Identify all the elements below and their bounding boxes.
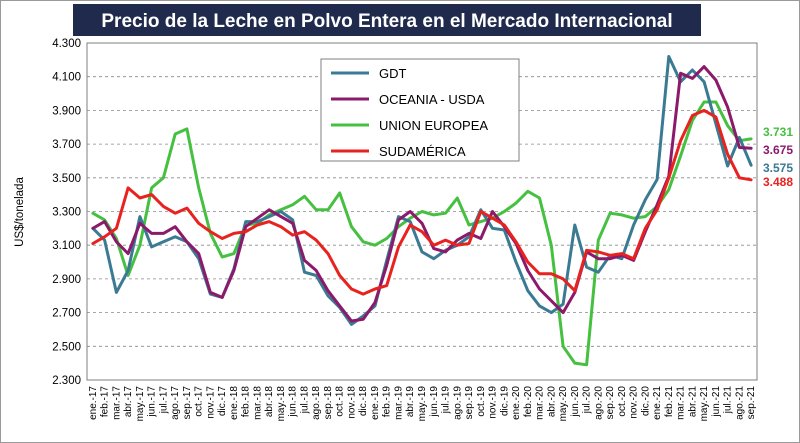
legend-entry: UNION EUROPEA <box>379 118 488 133</box>
x-tick-label: abr.-19 <box>405 386 416 418</box>
x-tick-label: sep.-21 <box>746 386 757 420</box>
x-tick-label: ago.-21 <box>734 386 745 420</box>
x-tick-label: may.-21 <box>699 386 710 422</box>
legend: GDT OCEANIA - USDA UNION EUROPEA SUDAMÉRICA <box>320 58 520 162</box>
x-tick-label: abr.-18 <box>264 386 275 418</box>
x-tick-label: feb.-21 <box>664 386 675 418</box>
x-tick-label: feb.-19 <box>382 386 393 418</box>
legend-entry: GDT <box>379 66 407 81</box>
x-tick-label: oct.-17 <box>194 386 205 417</box>
x-tick-label: dic.-19 <box>499 386 510 416</box>
x-tick-label: jul.-17 <box>158 386 169 415</box>
x-tick-label: mar.-20 <box>535 386 546 420</box>
end-value-label: 3.675 <box>763 143 793 157</box>
legend-box <box>320 58 520 162</box>
series-line-union-europea <box>91 100 753 367</box>
x-tick-label: mar.-17 <box>111 386 122 420</box>
x-tick-label: jun.-19 <box>429 386 440 418</box>
x-tick-labels: ene.-17 feb.-17 mar.-17 abr.-17 may.-17 jun.-… <box>88 386 757 422</box>
x-tick-label: mar.-21 <box>676 386 687 420</box>
x-tick-label: mar.-18 <box>252 386 263 420</box>
x-tick-label: jun.-21 <box>711 386 722 418</box>
x-tick-label: nov.-20 <box>629 386 640 419</box>
y-tick-label: 4.300 <box>52 38 81 50</box>
x-tick-label: jul.-21 <box>723 386 734 415</box>
x-tick-label: oct.-18 <box>335 386 346 417</box>
x-tick-label: feb.-20 <box>523 386 534 418</box>
end-value-label: 3.488 <box>763 175 793 189</box>
x-tick-label: feb.-17 <box>100 386 111 418</box>
x-tick-label: sep.-18 <box>323 386 334 420</box>
y-tick-label: 3.300 <box>52 207 81 219</box>
x-tick-label: sep.-19 <box>464 386 475 420</box>
x-tick-label: jun.-17 <box>147 386 158 418</box>
series-lines <box>91 55 753 367</box>
y-axis-label: US$/tonelada <box>14 177 26 247</box>
legend-entry: OCEANIA - USDA <box>379 92 485 107</box>
x-tick-label: ago.-17 <box>170 386 181 420</box>
x-tick-label: abr.-21 <box>687 386 698 418</box>
plot-area-border <box>86 42 758 381</box>
x-tick-label: jun.-18 <box>288 386 299 418</box>
x-tick-label: abr.-20 <box>546 386 557 418</box>
x-tick-label: may.-19 <box>417 386 428 422</box>
x-tick-label: ene.-19 <box>370 386 381 420</box>
end-value-label: 3.575 <box>763 161 793 175</box>
y-tick-label: 2.300 <box>52 375 81 387</box>
x-tick-label: ene.-18 <box>229 386 240 420</box>
x-tick-label: abr.-17 <box>123 386 134 418</box>
y-tick-label: 2.700 <box>52 308 81 320</box>
x-tick-label: ago.-19 <box>452 386 463 420</box>
x-tick-label: jun.-20 <box>570 386 581 418</box>
legend-entry: SUDAMÉRICA <box>379 144 466 159</box>
x-tick-label: ago.-18 <box>311 386 322 420</box>
x-tick-label: jul.-18 <box>299 386 310 415</box>
x-tick-label: feb.-18 <box>241 386 252 418</box>
x-tick-label: nov.-19 <box>488 386 499 419</box>
y-tick-labels: 2.300 2.500 2.700 2.900 3.100 3.300 3.500 3.700… <box>52 38 81 387</box>
x-tick-label: jul.-19 <box>441 386 452 415</box>
y-tick-label: 3.900 <box>52 105 81 117</box>
y-tick-label: 3.500 <box>52 173 81 185</box>
x-tick-label: dic.-18 <box>358 386 369 416</box>
x-tick-label: sep.-20 <box>605 386 616 420</box>
x-tick-label: may.-18 <box>276 386 287 422</box>
x-tick-label: ene.-21 <box>652 386 663 420</box>
y-tick-label: 4.100 <box>52 72 81 84</box>
gridlines <box>87 76 757 347</box>
chart-title: Precio de la Leche en Polvo Entera en el… <box>101 11 672 32</box>
x-tick-label: nov.-18 <box>346 386 357 419</box>
y-tick-label: 2.500 <box>52 341 81 353</box>
x-tick-label: jul.-20 <box>582 386 593 415</box>
x-tick-label: may.-17 <box>135 386 146 422</box>
x-tick-label: may.-20 <box>558 386 569 422</box>
title-box <box>73 4 701 36</box>
x-tick-label: ago.-20 <box>593 386 604 420</box>
y-tick-label: 3.100 <box>52 240 81 252</box>
x-tick-label: oct.-19 <box>476 386 487 417</box>
x-tick-label: dic.-20 <box>640 386 651 416</box>
x-tick-label: mar.-19 <box>393 386 404 420</box>
x-tick-label: ene.-20 <box>511 386 522 420</box>
series-line-sudam-rica <box>91 108 753 296</box>
y-tick-label: 2.900 <box>52 274 81 286</box>
end-value-label: 3.731 <box>763 125 793 139</box>
end-labels: 3.575 3.675 3.731 3.488 <box>763 125 793 189</box>
x-tick-label: oct.-20 <box>617 386 628 417</box>
x-tick-label: dic.-17 <box>217 386 228 416</box>
x-tick-label: sep.-17 <box>182 386 193 420</box>
x-tick-label: nov.-17 <box>205 386 216 419</box>
x-tick-label: ene.-17 <box>88 386 99 420</box>
y-tick-label: 3.700 <box>52 139 81 151</box>
